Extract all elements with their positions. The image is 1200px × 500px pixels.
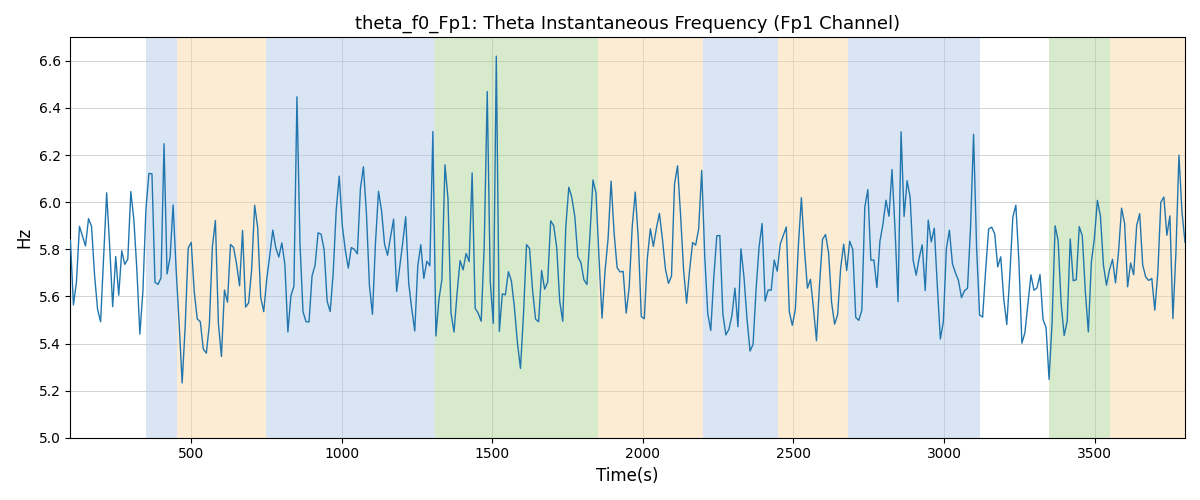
Bar	[598, 38, 703, 438]
Title: theta_f0_Fp1: Theta Instantaneous Frequency (Fp1 Channel): theta_f0_Fp1: Theta Instantaneous Freque…	[355, 15, 900, 34]
Bar	[847, 38, 980, 438]
Bar	[1050, 38, 1110, 438]
Bar	[178, 38, 266, 438]
Bar	[266, 38, 386, 438]
Bar	[703, 38, 779, 438]
Bar	[145, 38, 178, 438]
Bar	[434, 38, 598, 438]
Bar	[1110, 38, 1186, 438]
Y-axis label: Hz: Hz	[14, 227, 32, 248]
X-axis label: Time(s): Time(s)	[596, 467, 659, 485]
Bar	[779, 38, 847, 438]
Bar	[386, 38, 434, 438]
